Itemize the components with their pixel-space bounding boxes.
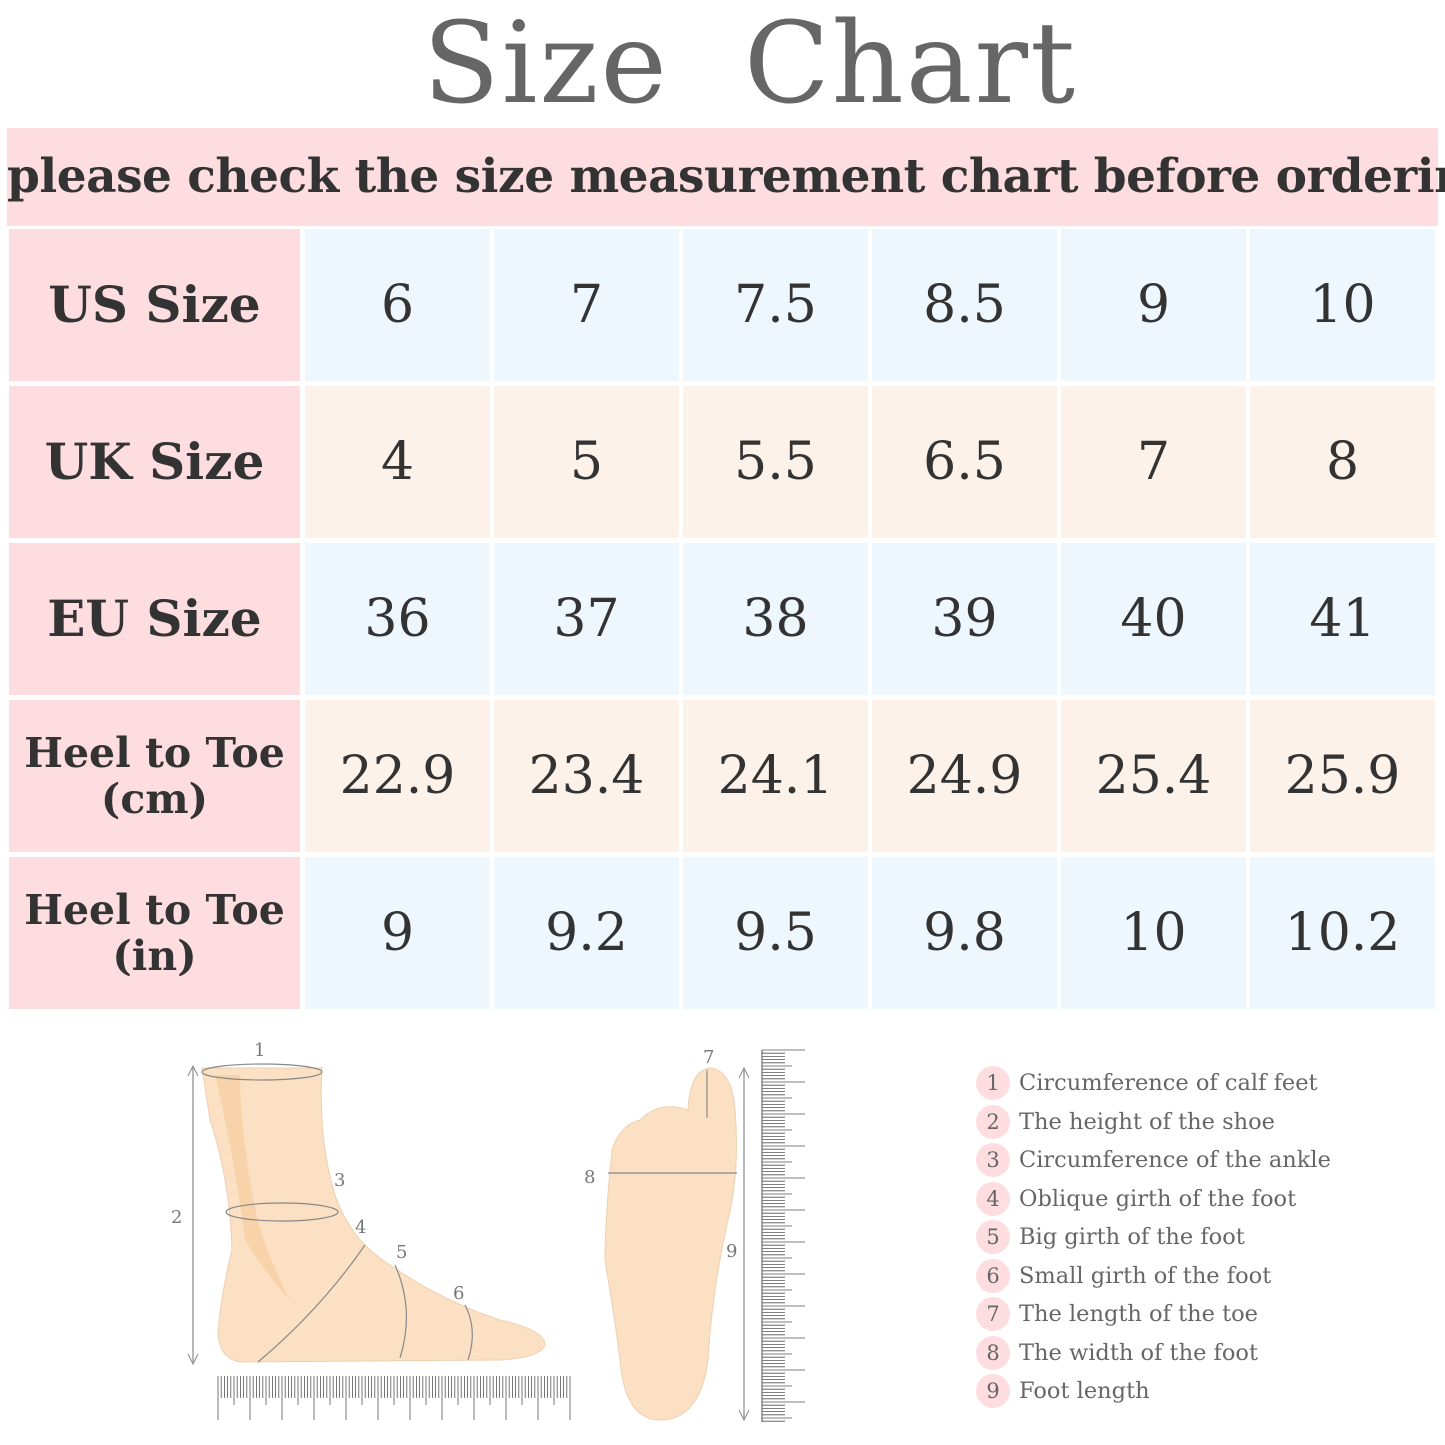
foot-side-shape <box>201 1067 546 1363</box>
table-cell: 25.4 <box>1061 700 1246 852</box>
foot-sole-shape <box>604 1067 737 1421</box>
table-cell: 8.5 <box>872 229 1057 381</box>
foot-side-illustration: 1 2 3 4 5 6 <box>171 1040 571 1420</box>
legend-text: Circumference of the ankle <box>1019 1147 1331 1174</box>
legend-text: The height of the shoe <box>1019 1108 1275 1135</box>
table-cell: 7.5 <box>683 229 868 381</box>
table-cell: 24.1 <box>683 700 868 852</box>
table-cell: 9 <box>1061 229 1246 381</box>
table-cell: 10 <box>1250 229 1435 381</box>
table-cell: 10.2 <box>1250 857 1435 1009</box>
table-cell: 40 <box>1061 543 1246 695</box>
legend-number-badge: 4 <box>976 1181 1010 1216</box>
table-cell: 9.8 <box>872 857 1057 1009</box>
legend-text: The length of the toe <box>1019 1301 1258 1328</box>
legend-number-badge: 1 <box>976 1066 1010 1101</box>
row-label: Heel to Toe (cm) <box>9 700 300 852</box>
table-cell: 23.4 <box>494 700 679 852</box>
table-cell: 37 <box>494 543 679 695</box>
legend-item: 3 Circumference of the ankle <box>976 1141 1331 1180</box>
marker-2: 2 <box>171 1207 182 1228</box>
legend-item: 5 Big girth of the foot <box>976 1218 1331 1257</box>
legend-number-badge: 3 <box>976 1143 1010 1178</box>
table-cell: 5.5 <box>683 386 868 538</box>
table-cell: 22.9 <box>305 700 490 852</box>
legend-text: Oblique girth of the foot <box>1019 1185 1297 1212</box>
measurement-legend: 1 Circumference of calf feet 2 The height o… <box>976 1064 1331 1411</box>
row-label: UK Size <box>9 386 300 538</box>
table-cell: 6 <box>305 229 490 381</box>
table-cell: 25.9 <box>1250 700 1435 852</box>
legend-number-badge: 6 <box>976 1258 1010 1293</box>
table-cell: 41 <box>1250 543 1435 695</box>
marker-7: 7 <box>703 1047 714 1068</box>
marker-1: 1 <box>254 1040 265 1061</box>
marker-8: 8 <box>584 1167 595 1188</box>
legend-item: 4 Oblique girth of the foot <box>976 1180 1331 1219</box>
table-cell: 5 <box>494 386 679 538</box>
table-cell: 6.5 <box>872 386 1057 538</box>
table-cell: 36 <box>305 543 490 695</box>
table-cell: 7 <box>494 229 679 381</box>
legend-item: 7 The length of the toe <box>976 1295 1331 1334</box>
marker-5: 5 <box>396 1242 407 1263</box>
table-cell: 9.5 <box>683 857 868 1009</box>
table-cell: 8 <box>1250 386 1435 538</box>
table-cell: 4 <box>305 386 490 538</box>
legend-text: Small girth of the foot <box>1019 1262 1272 1289</box>
legend-number-badge: 5 <box>976 1220 1010 1255</box>
marker-9: 9 <box>726 1241 737 1262</box>
marker-4: 4 <box>355 1217 366 1238</box>
legend-number-badge: 7 <box>976 1297 1010 1332</box>
legend-number-badge: 2 <box>976 1104 1010 1139</box>
legend-item: 6 Small girth of the foot <box>976 1257 1331 1296</box>
legend-item: 1 Circumference of calf feet <box>976 1064 1331 1103</box>
horizontal-ruler <box>217 1376 571 1420</box>
marker-3: 3 <box>334 1170 345 1191</box>
legend-number-badge: 9 <box>976 1374 1010 1409</box>
legend-item: 8 The width of the foot <box>976 1334 1331 1373</box>
table-cell: 24.9 <box>872 700 1057 852</box>
row-label: EU Size <box>9 543 300 695</box>
table-cell: 38 <box>683 543 868 695</box>
table-cell: 7 <box>1061 386 1246 538</box>
legend-text: Big girth of the foot <box>1019 1224 1245 1251</box>
row-label: Heel to Toe (in) <box>9 857 300 1009</box>
page-title: Size Chart <box>422 0 1078 129</box>
legend-text: Circumference of calf feet <box>1019 1070 1318 1097</box>
legend-number-badge: 8 <box>976 1335 1010 1370</box>
legend-item: 9 Foot length <box>976 1372 1331 1411</box>
foot-sole-illustration: 7 8 9 <box>584 1047 805 1422</box>
marker-6: 6 <box>453 1283 464 1304</box>
legend-text: Foot length <box>1019 1378 1150 1405</box>
legend-text: The width of the foot <box>1019 1339 1258 1366</box>
row-label: US Size <box>9 229 300 381</box>
table-cell: 9.2 <box>494 857 679 1009</box>
legend-item: 2 The height of the shoe <box>976 1103 1331 1142</box>
table-cell: 39 <box>872 543 1057 695</box>
table-cell: 10 <box>1061 857 1246 1009</box>
banner-note: please check the size measurement chart … <box>7 128 1445 226</box>
table-cell: 9 <box>305 857 490 1009</box>
vertical-ruler <box>761 1049 805 1422</box>
